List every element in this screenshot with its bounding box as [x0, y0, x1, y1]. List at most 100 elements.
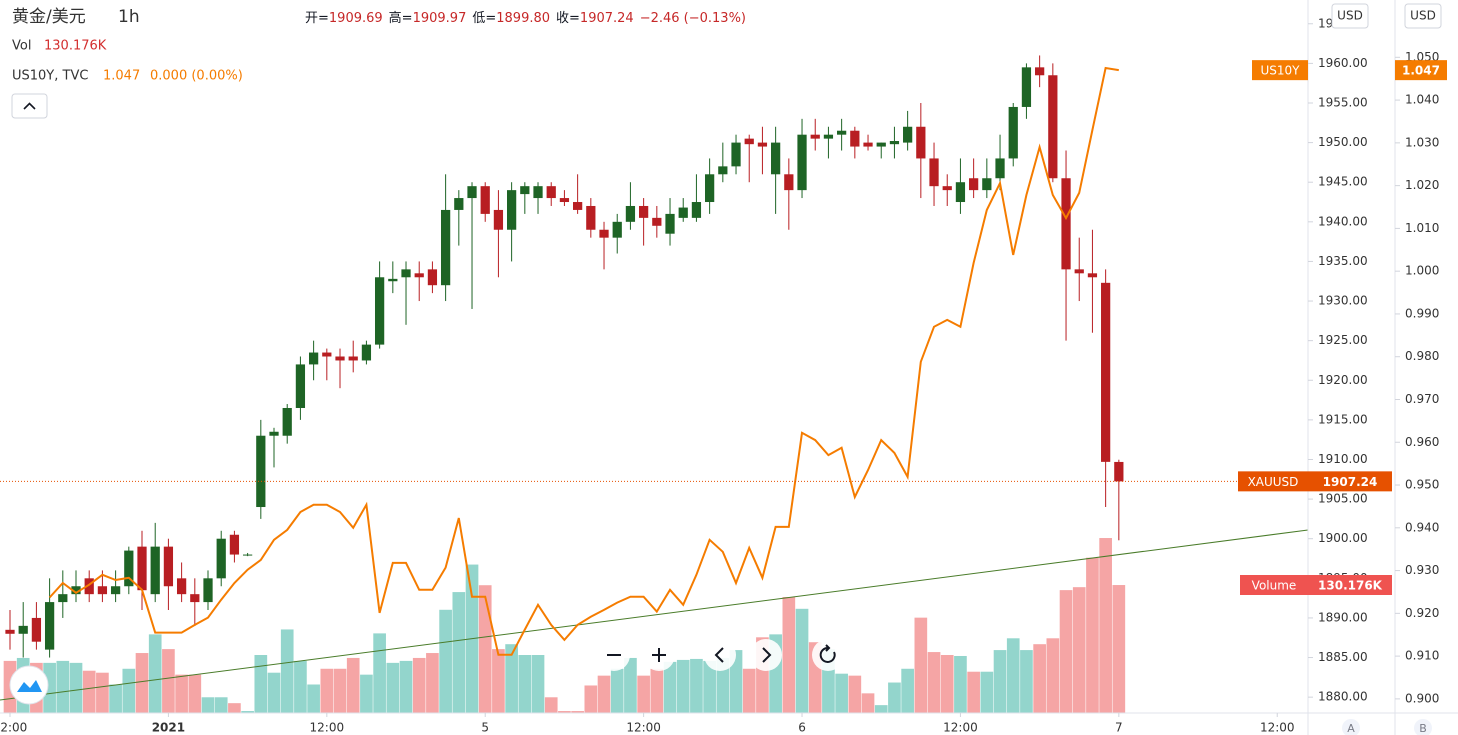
y2-tick-label: 0.990: [1405, 306, 1439, 320]
candle-body: [652, 217, 662, 226]
series-tag: [1252, 60, 1308, 81]
candle-body: [837, 130, 847, 135]
candle-body: [995, 158, 1005, 179]
y-tick-label: 1955.00: [1318, 95, 1368, 109]
y-tick-label: 1890.00: [1318, 610, 1368, 624]
ohlc-value: 1909.97: [413, 11, 467, 26]
collapse-button[interactable]: [11, 93, 48, 119]
y2-tick-label: 0.920: [1405, 606, 1439, 620]
candle-body: [731, 142, 741, 167]
volume-bar: [637, 675, 650, 713]
volume-bar: [518, 655, 532, 713]
candle-body: [916, 126, 926, 159]
volume-bar: [241, 711, 254, 713]
ohlc-value: 1899.80: [496, 11, 550, 26]
candle-body: [876, 142, 886, 147]
candle-body: [374, 277, 385, 345]
candle-body: [612, 221, 622, 238]
axis-button[interactable]: [1414, 719, 1432, 735]
y2-tick-label: 1.010: [1405, 221, 1439, 235]
currency-button[interactable]: [1404, 3, 1442, 29]
candle-body: [1101, 282, 1111, 462]
volume-bar: [940, 655, 954, 713]
volume-bar: [861, 693, 875, 713]
scroll-left-button[interactable]: [704, 639, 736, 671]
candle-body: [533, 186, 543, 199]
volume-bar: [373, 633, 386, 713]
candle-body: [97, 586, 108, 595]
volume-bar: [954, 655, 967, 713]
volume-bar: [96, 672, 109, 713]
candle-body: [955, 182, 966, 203]
volume-bar: [584, 685, 598, 713]
candle-body: [242, 554, 253, 556]
volume-bar: [162, 649, 175, 713]
y-tick-label: 1885.00: [1318, 650, 1368, 664]
x-tick-label: 5: [481, 721, 489, 735]
candle-body: [414, 273, 424, 278]
ohlc-value: 1909.69: [329, 11, 383, 26]
x-tick-label: 2021: [152, 721, 185, 735]
volume-bar: [360, 674, 373, 713]
candle-body: [401, 269, 411, 278]
ohlc-label: 收=: [556, 11, 580, 26]
x-tick-label: 7: [1115, 721, 1123, 735]
candle-body: [216, 538, 226, 579]
candle-body: [1008, 106, 1018, 159]
candle-body: [718, 166, 728, 175]
candle-body: [1074, 269, 1084, 274]
candle-body: [850, 130, 860, 147]
currency-button[interactable]: [1331, 3, 1369, 29]
overlay-header-change: 0.000 (0.00%): [150, 69, 243, 84]
time-axis-panel: [0, 713, 1308, 735]
volume-bar: [386, 662, 400, 713]
y-tick-label: 1900.00: [1318, 531, 1368, 545]
reset-button[interactable]: [812, 639, 844, 671]
axis-button[interactable]: [1342, 719, 1360, 735]
volume-bar: [690, 658, 703, 713]
logo-icon: [17, 680, 42, 692]
candle-body: [757, 142, 768, 147]
volume-bar: [927, 652, 941, 713]
candle-body: [969, 178, 979, 191]
y-tick-label: 1905.00: [1318, 492, 1368, 506]
y-tick-label: 1880.00: [1318, 690, 1368, 704]
plot-area: [0, 55, 1309, 713]
ohlc-label: 开=: [305, 11, 329, 26]
scroll-right-button[interactable]: [750, 639, 782, 671]
volume-bar: [571, 711, 584, 713]
candle-body: [467, 186, 477, 199]
candle-body: [771, 142, 781, 175]
y2-tick-label: 1.040: [1405, 93, 1439, 107]
volume-bar: [716, 657, 730, 713]
candle-body: [84, 578, 94, 595]
candle-body: [361, 344, 372, 361]
candle-body: [1087, 273, 1098, 278]
y-tick-label: 1925.00: [1318, 333, 1368, 347]
volume-bar: [610, 668, 624, 713]
candle-body: [705, 174, 715, 203]
volume-bar: [346, 657, 360, 713]
logo-button[interactable]: [9, 665, 49, 705]
ohlc-value: 1907.24: [580, 11, 634, 26]
volume-bar: [69, 662, 83, 713]
candle-body: [256, 435, 266, 508]
candle-body: [507, 190, 517, 230]
volume-bar: [888, 682, 901, 713]
candle-body: [427, 269, 438, 286]
volume-bar: [82, 670, 96, 713]
candle-body: [863, 142, 873, 147]
y-tick-label: 1910.00: [1318, 452, 1368, 466]
currency-label: USD: [1337, 9, 1363, 23]
x-tick-label: 6: [798, 721, 806, 735]
y2-tick-label: 0.940: [1405, 520, 1439, 534]
candle-body: [1061, 178, 1071, 270]
candle-body: [744, 138, 754, 145]
volume-bar: [452, 592, 466, 713]
zoom-in-icon: [652, 648, 666, 662]
candle-body: [440, 209, 451, 286]
y2-tick-label: 0.950: [1405, 478, 1439, 492]
volume-bar: [294, 660, 307, 713]
overlay-header-value: 1.047: [103, 69, 140, 84]
